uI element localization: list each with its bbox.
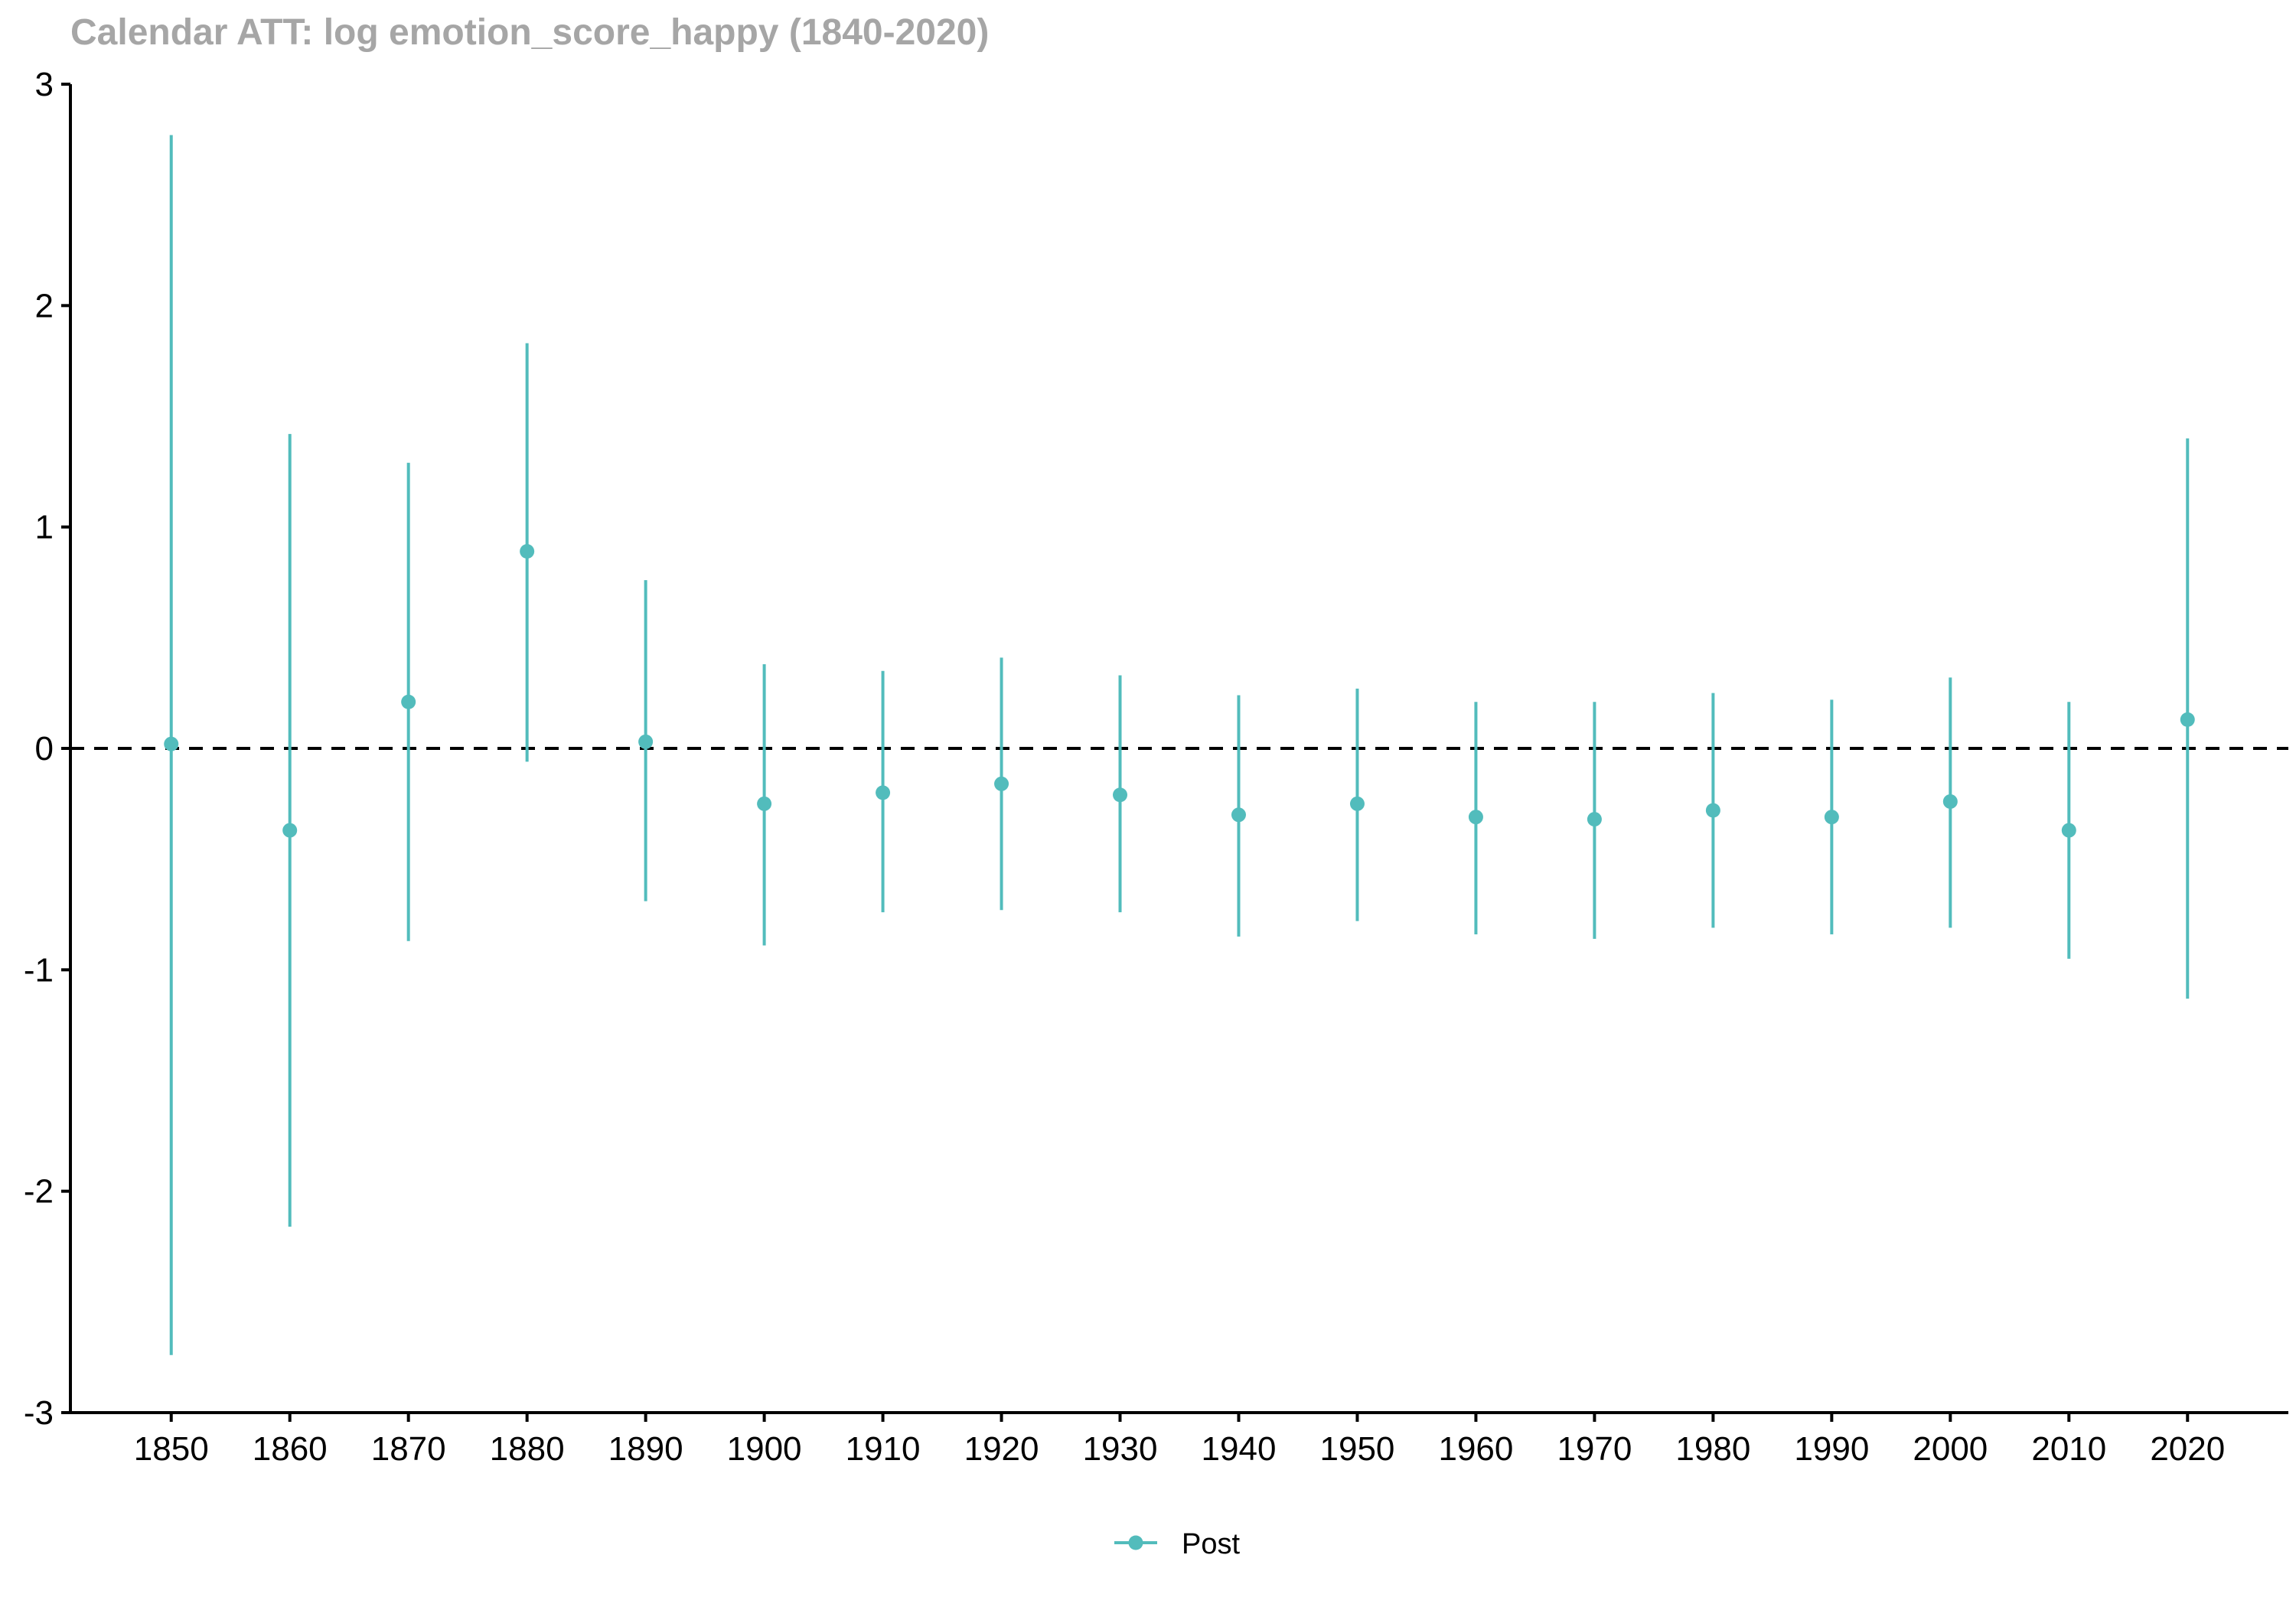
point-1940 bbox=[1231, 807, 1246, 822]
point-1870 bbox=[401, 695, 416, 709]
x-tick-label: 2010 bbox=[2031, 1430, 2106, 1468]
x-tick-label: 2000 bbox=[1913, 1430, 1988, 1468]
point-2010 bbox=[2062, 823, 2076, 838]
point-1960 bbox=[1469, 810, 1483, 824]
x-tick-label: 1870 bbox=[371, 1430, 446, 1468]
chart-title: Calendar ATT: log emotion_score_happy (1… bbox=[70, 12, 989, 53]
y-tick-label: 1 bbox=[35, 509, 54, 546]
point-estimates bbox=[164, 544, 2195, 838]
axes: 3 2 1 0 -1 -2 -3 1850 1860 1870 1880 1890 1900 1910 19… bbox=[24, 66, 2288, 1468]
point-2020 bbox=[2180, 712, 2195, 727]
point-1990 bbox=[1825, 810, 1839, 824]
x-tick-label: 1860 bbox=[253, 1430, 328, 1468]
x-tick-label: 1970 bbox=[1557, 1430, 1632, 1468]
x-tick-label: 1890 bbox=[608, 1430, 683, 1468]
legend-label-post: Post bbox=[1182, 1528, 1240, 1560]
point-1890 bbox=[638, 735, 653, 749]
x-tick-label: 1980 bbox=[1675, 1430, 1750, 1468]
y-tick-label: -1 bbox=[24, 951, 54, 989]
point-1980 bbox=[1706, 804, 1720, 818]
y-tick-label: -2 bbox=[24, 1173, 54, 1211]
x-tick-label: 2020 bbox=[2150, 1430, 2225, 1468]
x-tick-label: 1960 bbox=[1438, 1430, 1513, 1468]
y-tick-label: -3 bbox=[24, 1394, 54, 1432]
point-1950 bbox=[1350, 797, 1365, 811]
point-1970 bbox=[1587, 812, 1602, 826]
point-1850 bbox=[164, 737, 178, 751]
x-tick-label: 1940 bbox=[1202, 1430, 1277, 1468]
point-1910 bbox=[876, 785, 890, 800]
point-2000 bbox=[1943, 794, 1958, 809]
x-tick-label: 1990 bbox=[1794, 1430, 1869, 1468]
x-tick-label: 1850 bbox=[134, 1430, 209, 1468]
y-tick-label: 0 bbox=[35, 730, 54, 768]
point-1930 bbox=[1113, 787, 1127, 802]
x-tick-label: 1930 bbox=[1083, 1430, 1158, 1468]
point-1920 bbox=[994, 777, 1009, 791]
x-tick-label: 1880 bbox=[490, 1430, 565, 1468]
x-tick-label: 1920 bbox=[964, 1430, 1039, 1468]
point-1880 bbox=[520, 544, 534, 559]
y-tick-label: 3 bbox=[35, 66, 54, 103]
legend: Post bbox=[1114, 1528, 1240, 1560]
x-tick-label: 1910 bbox=[846, 1430, 921, 1468]
y-tick-label: 2 bbox=[35, 287, 54, 324]
point-1900 bbox=[757, 797, 771, 811]
point-1860 bbox=[282, 823, 297, 838]
x-tick-label: 1950 bbox=[1320, 1430, 1395, 1468]
x-tick-label: 1900 bbox=[727, 1430, 802, 1468]
error-bars bbox=[171, 135, 2188, 1355]
legend-marker-post bbox=[1129, 1536, 1143, 1550]
